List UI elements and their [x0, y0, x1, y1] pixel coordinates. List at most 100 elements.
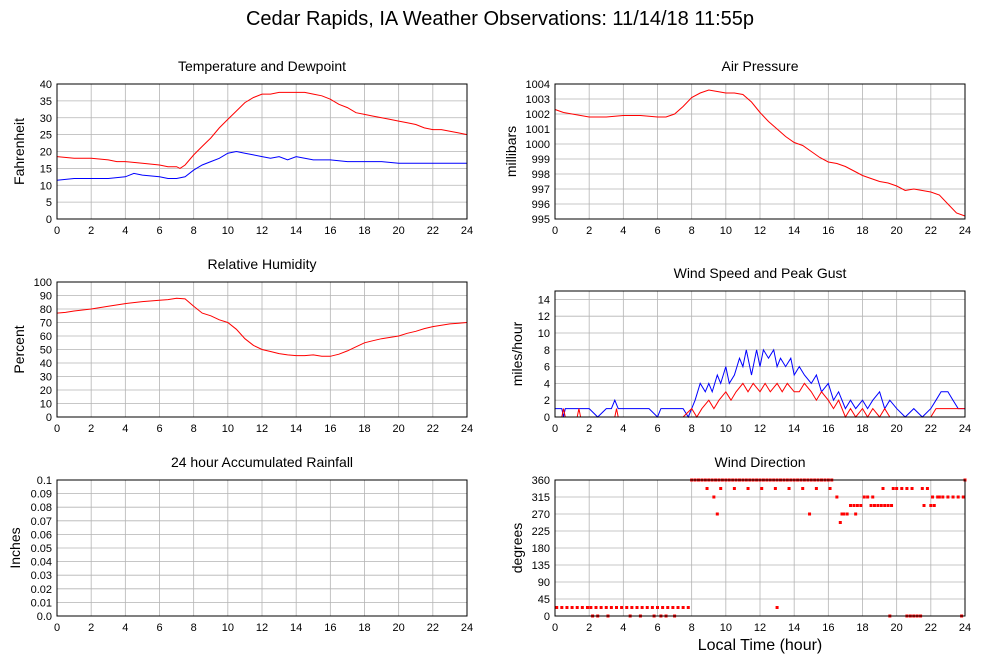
- relative-humidity-ytick-label-7: 70: [40, 318, 52, 330]
- wind-direction-point-126: [961, 495, 965, 499]
- air-pressure-xtick-label-0: 0: [552, 225, 558, 237]
- temp-dewpoint-series-line-1: [56, 150, 467, 181]
- wind-direction-point-135: [932, 504, 936, 507]
- wind-direction-point-134: [929, 504, 933, 507]
- wind-speed-xtick-label-10: 20: [891, 423, 903, 435]
- wind-direction-point-93: [838, 521, 842, 524]
- air-pressure-xtick-label-6: 12: [754, 225, 766, 237]
- temp-dewpoint-xtick-label-9: 18: [358, 225, 370, 237]
- wind-direction-point-122: [941, 495, 945, 499]
- air-pressure-ytick-label-6: 1001: [526, 124, 550, 136]
- rainfall-xtick-label-12: 24: [461, 622, 473, 634]
- wind-direction-point-112: [881, 487, 885, 490]
- x-axis-label-text: Local Time (hour): [697, 637, 823, 654]
- temp-dewpoint-ytick-label-2: 10: [40, 180, 52, 192]
- wind-speed-xtick-label-2: 4: [620, 423, 626, 435]
- air-pressure-xtick-label-7: 14: [788, 225, 800, 237]
- wind-direction-point-95: [845, 512, 849, 516]
- air-pressure-y-axis-label: millibars: [503, 126, 519, 177]
- wind-speed-ytick-label-2: 4: [544, 378, 550, 390]
- wind-direction-point-117: [910, 487, 914, 490]
- wind-direction-point-4: [575, 606, 579, 609]
- wind-speed-ytick-label-1: 2: [544, 395, 550, 407]
- temp-dewpoint-ytick-label-5: 25: [40, 130, 52, 142]
- rainfall-title: 24 hour Accumulated Rainfall: [171, 454, 353, 470]
- wind-direction-point-91: [775, 606, 779, 609]
- wind-direction-y-axis-label: degrees: [509, 523, 525, 574]
- wind-direction-point-103: [872, 504, 876, 507]
- wind-direction-point-123: [946, 495, 950, 499]
- relative-humidity-xtick-label-11: 22: [427, 423, 439, 435]
- wind-direction-point-90: [808, 512, 812, 516]
- temp-dewpoint-ytick-label-8: 40: [40, 79, 52, 91]
- rainfall-ytick-label-4: 0.04: [31, 557, 52, 569]
- air-pressure-xtick-label-3: 6: [654, 225, 660, 237]
- rainfall-y-axis-label: Inches: [7, 527, 23, 568]
- temp-dewpoint-ytick-label-7: 35: [40, 96, 52, 108]
- wind-direction-ytick-label-0: 0: [544, 611, 550, 623]
- wind-speed-xtick-label-12: 24: [959, 423, 971, 435]
- wind-direction-point-86: [801, 487, 805, 490]
- wind-direction-point-104: [876, 504, 880, 507]
- wind-speed-xtick-label-6: 12: [754, 423, 766, 435]
- wind-direction-point-9: [599, 606, 603, 609]
- wind-speed-ytick-label-6: 12: [538, 311, 550, 323]
- wind-speed-xtick-label-1: 2: [586, 423, 592, 435]
- wind-direction-point-120: [931, 495, 935, 499]
- air-pressure-ytick-label-0: 995: [532, 214, 550, 226]
- wind-direction-ytick-label-2: 90: [538, 577, 550, 589]
- air-pressure-xtick-label-9: 18: [856, 225, 868, 237]
- air-pressure-ytick-label-2: 997: [532, 184, 550, 196]
- relative-humidity-ytick-label-2: 20: [40, 385, 52, 397]
- rainfall-ytick-label-6: 0.06: [31, 529, 52, 541]
- air-pressure-ytick-label-3: 998: [532, 169, 550, 181]
- air-pressure-ytick-label-4: 999: [532, 154, 550, 166]
- temp-dewpoint-ytick-label-3: 15: [40, 163, 52, 175]
- wind-direction-point-8: [594, 606, 598, 609]
- wind-direction-point-19: [650, 606, 654, 609]
- wind-speed-series-line-1: [555, 382, 965, 419]
- wind-direction-point-1: [560, 606, 564, 609]
- wind-direction-xtick-label-4: 8: [689, 622, 695, 634]
- wind-direction-point-80: [719, 487, 723, 490]
- wind-direction-point-111: [871, 495, 875, 499]
- wind-direction-point-89: [715, 512, 719, 516]
- wind-direction-ytick-label-6: 270: [532, 509, 550, 521]
- wind-direction-point-78: [705, 487, 709, 490]
- wind-direction-point-84: [773, 487, 777, 490]
- wind-direction-point-107: [886, 504, 890, 507]
- wind-direction-ytick-label-5: 225: [532, 526, 550, 538]
- wind-direction-point-16: [635, 606, 639, 609]
- rainfall-xtick-label-11: 22: [427, 622, 439, 634]
- rainfall-frame: [56, 479, 468, 617]
- wind-direction-point-87: [814, 487, 818, 490]
- wind-speed-title: Wind Speed and Peak Gust: [674, 265, 847, 281]
- temp-dewpoint-xtick-label-11: 22: [427, 225, 439, 237]
- air-pressure-ytick-label-5: 1000: [526, 139, 550, 151]
- wind-direction-point-26: [686, 606, 690, 609]
- wind-direction-xtick-label-9: 18: [856, 622, 868, 634]
- rainfall-xtick-label-10: 20: [393, 622, 405, 634]
- rainfall-ytick-label-10: 0.1: [37, 475, 52, 487]
- rainfall-ytick-label-2: 0.02: [31, 584, 52, 596]
- wind-direction-point-115: [900, 487, 904, 490]
- wind-speed-xtick-label-3: 6: [654, 423, 660, 435]
- air-pressure-xtick-label-10: 20: [891, 225, 903, 237]
- wind-direction-point-22: [666, 606, 670, 609]
- rainfall-ytick-label-5: 0.05: [31, 543, 52, 555]
- wind-direction-point-99: [859, 504, 863, 507]
- relative-humidity-ytick-label-1: 10: [40, 399, 52, 411]
- wind-direction-point-6: [585, 606, 589, 609]
- relative-humidity-xtick-label-2: 4: [122, 423, 128, 435]
- relative-humidity-ytick-label-3: 30: [40, 372, 52, 384]
- rainfall-xtick-label-3: 6: [156, 622, 162, 634]
- wind-direction-point-11: [609, 606, 613, 609]
- wind-direction-point-106: [883, 504, 887, 507]
- rainfall-xtick-label-0: 0: [54, 622, 60, 634]
- air-pressure-xtick-label-12: 24: [959, 225, 971, 237]
- wind-direction-point-125: [956, 495, 960, 499]
- temp-dewpoint-series-line-0: [56, 91, 468, 169]
